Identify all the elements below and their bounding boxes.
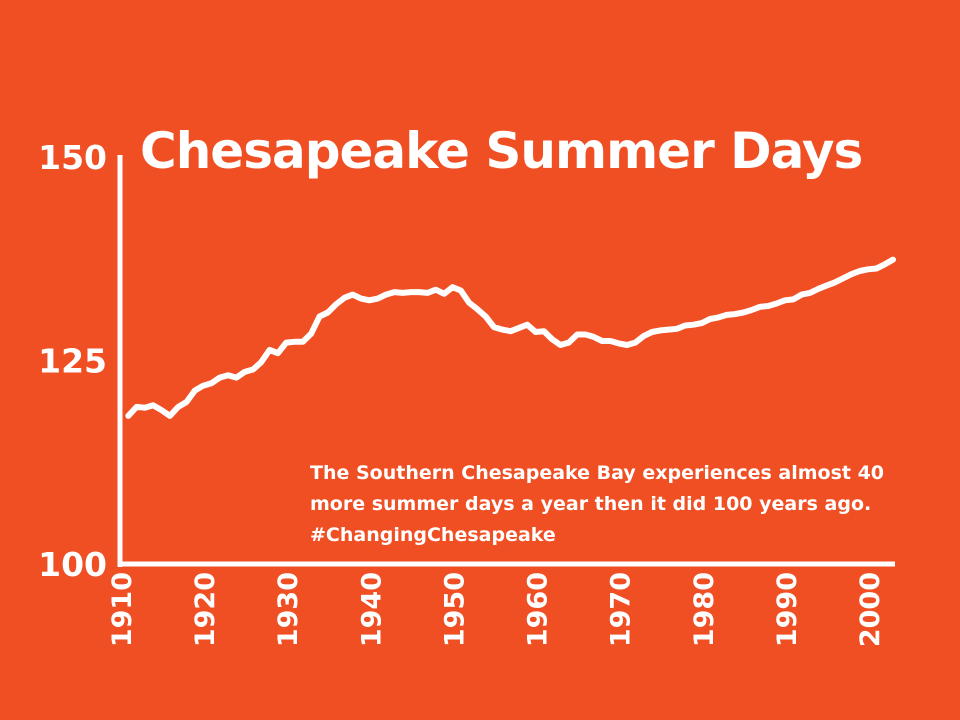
y-tick-label: 100 — [38, 545, 107, 584]
y-tick-label: 150 — [38, 138, 107, 177]
chart-annotation: The Southern Chesapeake Bay experiences … — [310, 462, 885, 546]
x-tick-label: 2000 — [855, 572, 886, 647]
x-axis-tick-labels: 1910 1920 1930 1940 1950 1960 1970 1980 1990 2000 — [107, 572, 886, 647]
series-line — [125, 256, 896, 419]
y-axis-tick-labels: 100 125 150 — [38, 138, 107, 584]
x-tick-label: 1920 — [190, 572, 221, 647]
x-tick-label: 1970 — [606, 572, 637, 647]
y-tick-label: 125 — [38, 342, 107, 381]
x-tick-label: 1910 — [107, 572, 138, 647]
x-tick-label: 1950 — [439, 572, 470, 647]
chart-series — [125, 256, 896, 419]
x-tick-label: 1960 — [523, 572, 554, 647]
chart-title: Chesapeake Summer Days — [140, 122, 863, 180]
x-tick-label: 1930 — [273, 572, 304, 647]
x-tick-label: 1980 — [689, 572, 720, 647]
x-tick-label: 1990 — [772, 572, 803, 647]
x-tick-label: 1940 — [356, 572, 387, 647]
chart-axes — [117, 155, 895, 567]
